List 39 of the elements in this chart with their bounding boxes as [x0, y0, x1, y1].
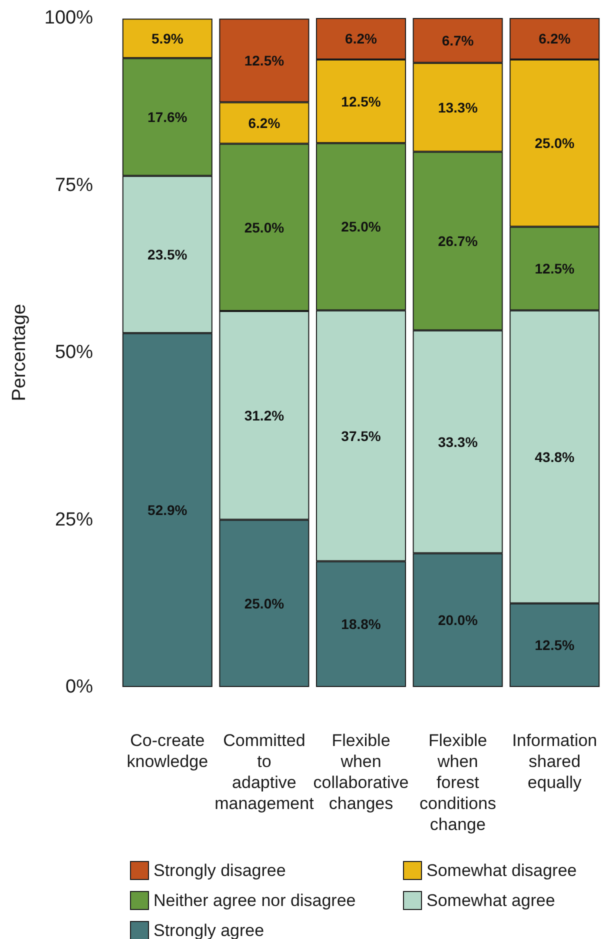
legend-label: Neither agree nor disagree: [154, 891, 356, 910]
legend-label: Strongly disagree: [154, 861, 286, 880]
data-label: 6.2%: [345, 30, 378, 47]
data-label: 37.5%: [341, 428, 382, 444]
data-label: 6.7%: [442, 32, 474, 48]
legend-label: Somewhat disagree: [426, 861, 577, 880]
data-label: 43.8%: [534, 448, 575, 465]
data-label: 13.3%: [438, 99, 478, 116]
y-tick-label: 100%: [44, 8, 94, 28]
x-tick-label: Flexible when collaborative changes: [313, 731, 409, 813]
data-label: 18.8%: [341, 616, 382, 632]
data-label: 23.5%: [148, 246, 188, 262]
x-tick-label: Flexible when forest conditions change: [420, 731, 496, 834]
data-label: 52.9%: [148, 502, 188, 518]
y-axis-title: Percentage: [9, 304, 30, 402]
data-label: 31.2%: [244, 407, 285, 424]
y-tick-label: 0%: [66, 676, 94, 698]
y-tick-label: 25%: [54, 509, 94, 530]
data-label: 25.0%: [244, 595, 285, 612]
data-label: 12.5%: [534, 260, 575, 277]
data-label: 12.5%: [341, 93, 382, 110]
data-label: 6.2%: [248, 115, 281, 132]
x-tick-label: Information shared equally: [512, 731, 598, 792]
legend-label: Somewhat agree: [426, 891, 556, 910]
data-label: 6.2%: [538, 30, 572, 47]
data-label: 33.3%: [438, 434, 478, 450]
data-label: 26.7%: [438, 233, 478, 250]
data-label: 5.9%: [151, 30, 184, 46]
data-label: 12.5%: [244, 52, 285, 68]
data-label: 17.6%: [148, 109, 188, 126]
data-label: 25.0%: [244, 219, 285, 236]
data-label: 12.5%: [534, 637, 575, 654]
y-tick-label: 50%: [54, 342, 94, 363]
x-tick-label: Committed to adaptive management: [214, 731, 314, 813]
x-tick-label: Co-create knowledge: [126, 731, 208, 771]
data-label: 20.0%: [438, 612, 478, 628]
y-tick-label: 75%: [54, 174, 94, 196]
data-label: 25.0%: [534, 135, 575, 152]
data-label: 25.0%: [341, 218, 382, 235]
